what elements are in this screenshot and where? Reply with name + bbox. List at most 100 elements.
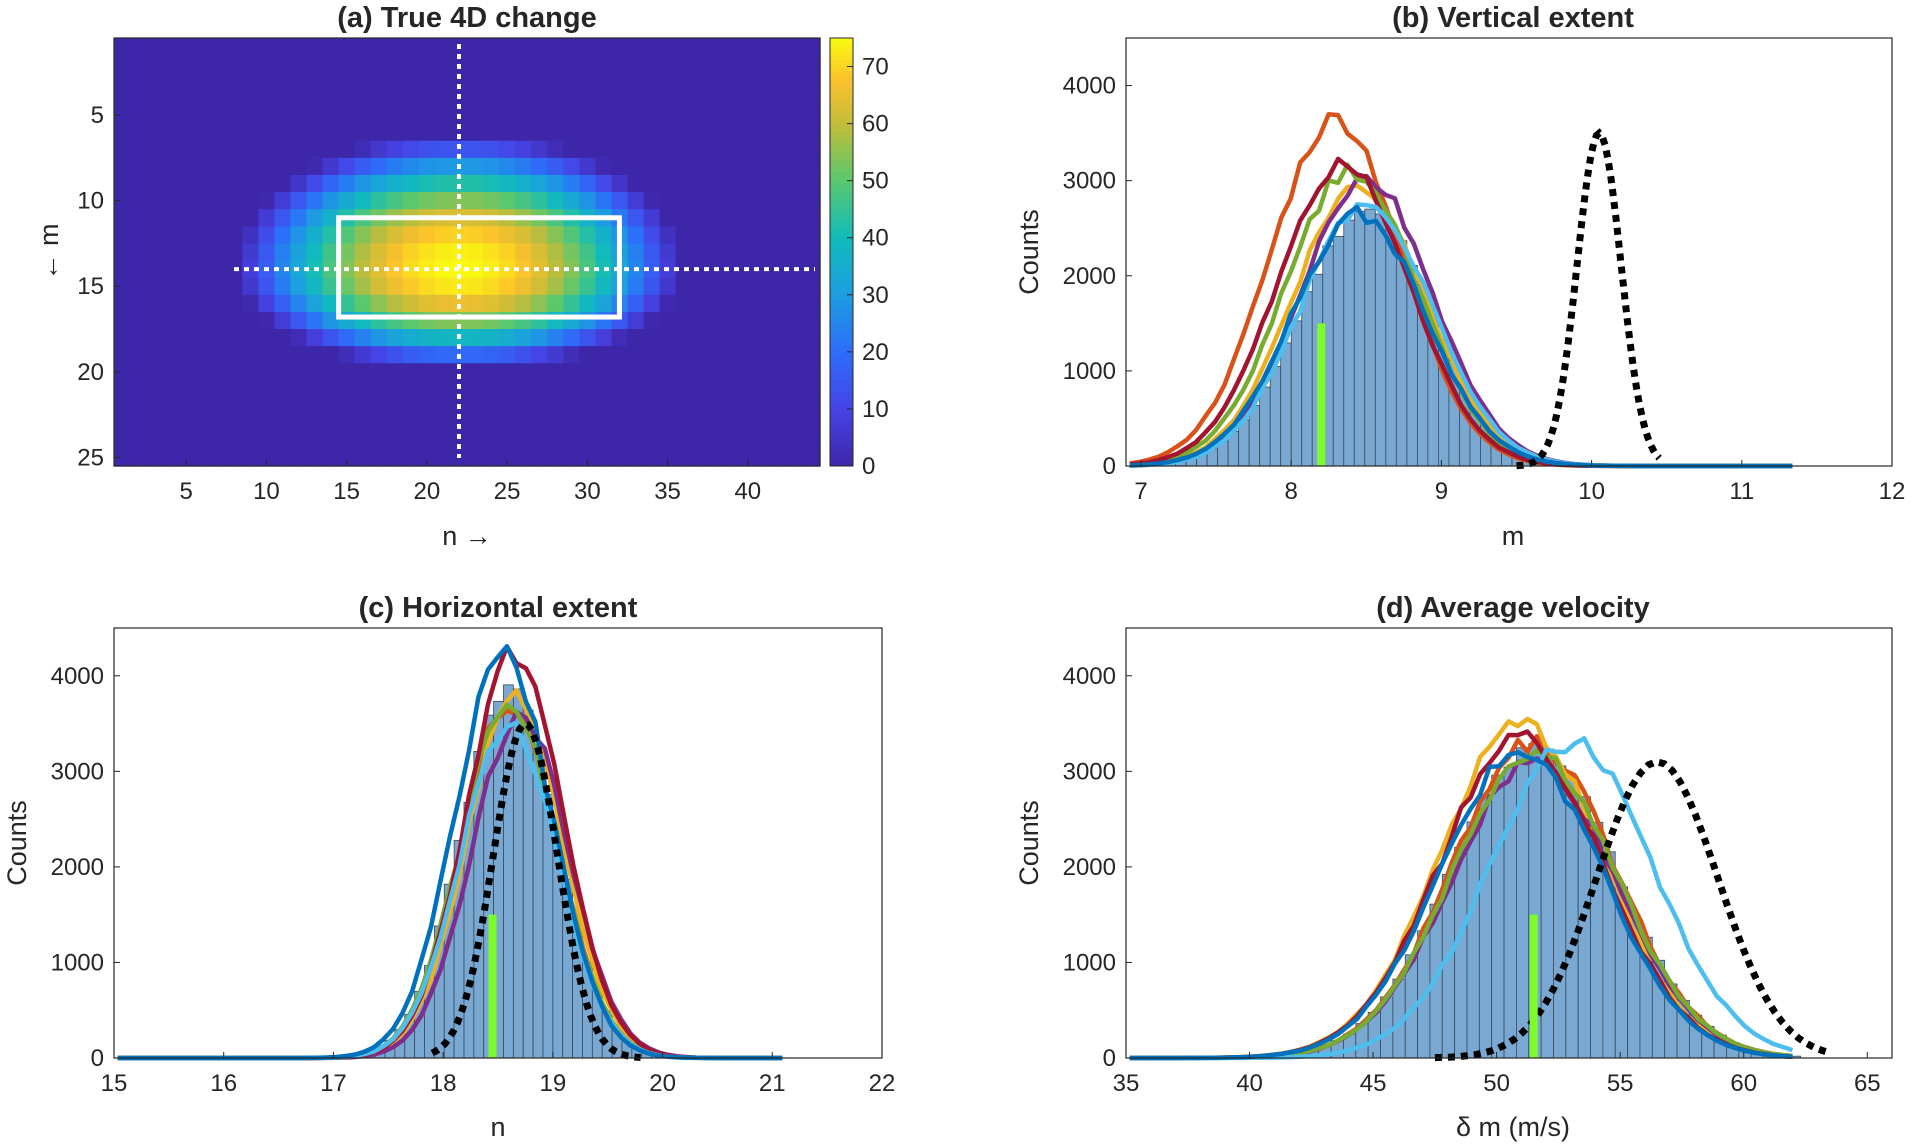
heatmap-cell	[178, 311, 195, 330]
heatmap-cell	[499, 397, 516, 416]
heatmap-cell	[771, 311, 789, 330]
heatmap-cell	[499, 106, 516, 125]
heatmap-cell	[579, 329, 596, 347]
heatmap-cell	[755, 243, 773, 262]
panel-c-xlabel: n	[490, 1112, 505, 1142]
x-tick-label: 9	[1435, 478, 1448, 505]
y-tick-label: 0	[1103, 453, 1116, 480]
heatmap-cell	[483, 380, 500, 399]
heatmap-cell	[354, 192, 372, 210]
heatmap-cell	[114, 174, 131, 193]
heatmap-cell	[306, 209, 324, 227]
heatmap-cell	[739, 414, 757, 433]
heatmap-cell	[146, 380, 163, 399]
heatmap-cell	[643, 192, 661, 210]
heatmap-cell	[178, 106, 195, 125]
heatmap-cell	[611, 448, 629, 467]
heatmap-cell	[723, 55, 741, 73]
heatmap-cell	[306, 448, 324, 467]
heatmap-cell	[723, 89, 741, 108]
heatmap-cell	[579, 346, 596, 364]
heatmap-cell	[114, 363, 131, 381]
heatmap-cell	[563, 55, 580, 73]
heatmap-cell	[290, 448, 308, 467]
heatmap-cell	[627, 157, 645, 176]
heatmap-cell	[531, 243, 548, 262]
heatmap-cell	[402, 243, 420, 262]
heatmap-cell	[178, 123, 195, 142]
heatmap-cell	[675, 260, 693, 279]
heatmap-cell	[146, 226, 163, 245]
heatmap-cell	[755, 363, 773, 381]
heatmap-cell	[771, 106, 789, 125]
heatmap-cell	[354, 106, 372, 125]
heatmap-cell	[258, 294, 276, 313]
heatmap-cell	[579, 38, 596, 56]
series-line	[1129, 750, 1793, 1061]
heatmap-cell	[418, 397, 436, 416]
heatmap-cell	[402, 363, 420, 381]
heatmap-cell	[515, 448, 532, 467]
heatmap-cell	[675, 277, 693, 296]
heatmap-cell	[707, 329, 725, 347]
heatmap-cell	[611, 38, 629, 56]
histogram-bar	[1374, 213, 1387, 467]
heatmap-cell	[178, 226, 195, 245]
heatmap-cell	[595, 260, 613, 279]
heatmap-cell	[242, 140, 260, 159]
heatmap-cell	[274, 192, 292, 210]
heatmap-cell	[659, 38, 677, 56]
heatmap-cell	[579, 277, 596, 296]
heatmap-cell	[771, 380, 789, 399]
heatmap-cell	[130, 192, 147, 210]
heatmap-cell	[499, 174, 516, 193]
heatmap-cell	[563, 346, 580, 364]
heatmap-cell	[418, 123, 436, 142]
heatmap-cell	[803, 311, 821, 330]
heatmap-cell	[402, 106, 420, 125]
heatmap-cell	[386, 38, 404, 56]
heatmap-cell	[787, 243, 805, 262]
heatmap-cell	[290, 311, 308, 330]
heatmap-cell	[467, 192, 484, 210]
histogram-bar	[1491, 774, 1505, 1059]
heatmap-cell	[258, 55, 276, 73]
histogram-bar	[1565, 776, 1579, 1059]
heatmap-cell	[755, 209, 773, 227]
heatmap-cell	[146, 311, 163, 330]
heatmap-cell	[547, 174, 564, 193]
heatmap-cell	[627, 397, 645, 416]
heatmap-cell	[515, 157, 532, 176]
heatmap-cell	[483, 243, 500, 262]
heatmap-cell	[787, 209, 805, 227]
heatmap-cell	[627, 294, 645, 313]
heatmap-cell	[322, 89, 340, 108]
heatmap-cell	[210, 243, 227, 262]
heatmap-cell	[290, 414, 308, 433]
heatmap-cell	[563, 277, 580, 296]
heatmap-cell	[723, 294, 741, 313]
heatmap-cell	[803, 346, 821, 364]
heatmap-cell	[755, 294, 773, 313]
heatmap-cell	[322, 346, 340, 364]
heatmap-cell	[258, 140, 276, 159]
heatmap-cell	[675, 448, 693, 467]
heatmap-cell	[531, 346, 548, 364]
heatmap-cell	[771, 38, 789, 56]
heatmap-cell	[274, 72, 292, 90]
histogram-bar	[1280, 342, 1292, 467]
heatmap-cell	[691, 380, 709, 399]
heatmap-cell	[370, 226, 388, 245]
heatmap-cell	[643, 329, 661, 347]
heatmap-cell	[643, 397, 661, 416]
heatmap-cell	[226, 277, 243, 296]
heatmap-cell	[274, 140, 292, 159]
heatmap-cell	[354, 397, 372, 416]
panel-c: (c) Horizontal extent 15 16 17 18 19 20 21 2201…	[2, 592, 895, 1142]
x-tick-label: 10	[1578, 478, 1605, 505]
heatmap-cell	[338, 243, 356, 262]
heatmap-cell	[515, 277, 532, 296]
heatmap-cell	[386, 72, 404, 90]
heatmap-cell	[595, 243, 613, 262]
heatmap-cell	[707, 106, 725, 125]
